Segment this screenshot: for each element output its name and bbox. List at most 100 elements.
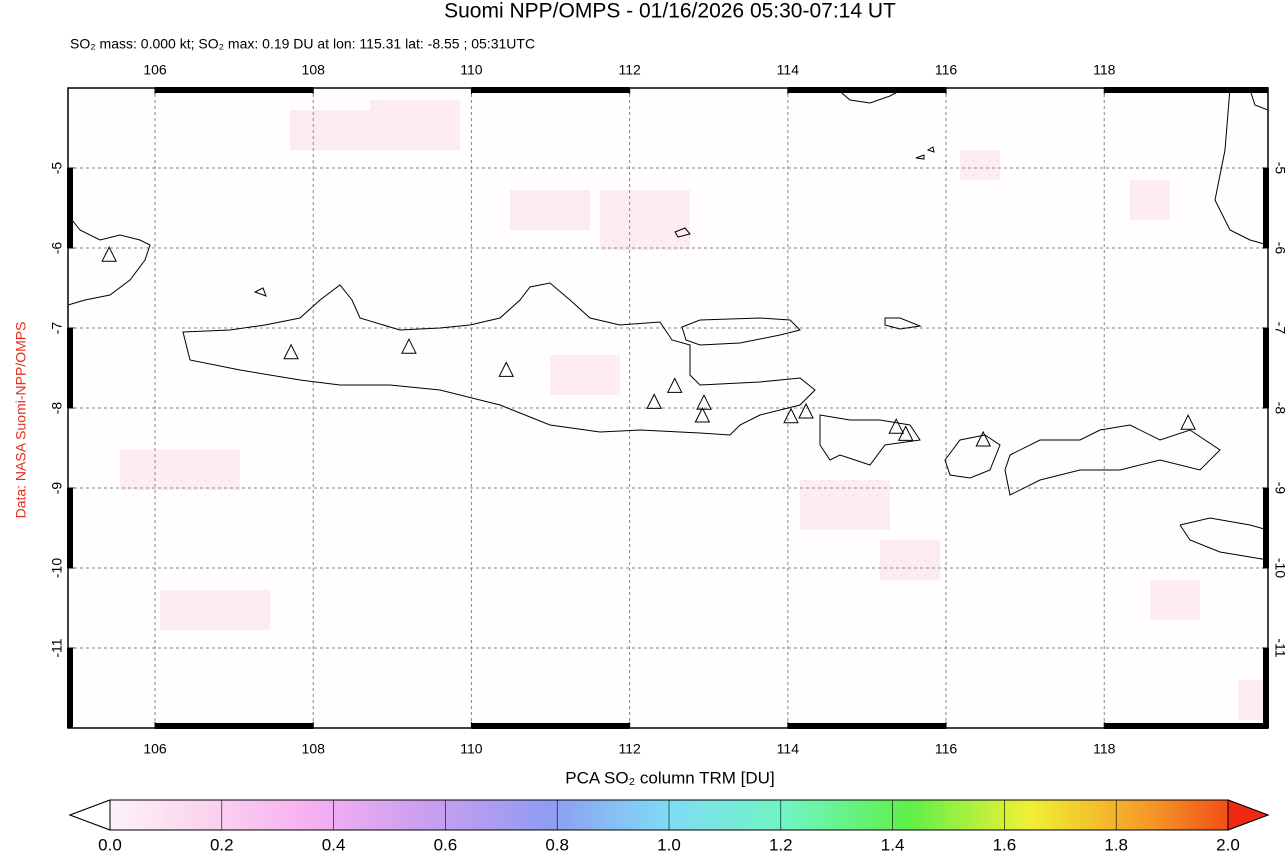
y-tick-label-right: -7 xyxy=(1272,322,1288,335)
colorbar-label: PCA SO₂ column TRM [DU] xyxy=(565,768,774,787)
coastline-bali xyxy=(819,414,921,466)
colorbar-tick-label: 1.8 xyxy=(1104,835,1128,854)
frame-band xyxy=(1263,488,1269,568)
x-tick-label-bottom: 114 xyxy=(777,741,800,757)
coastlines xyxy=(68,88,1268,561)
swath-pixel xyxy=(290,110,370,150)
y-tick-label-left: -11 xyxy=(49,638,65,657)
y-tick-label-left: -6 xyxy=(49,242,65,255)
x-tick-label-top: 114 xyxy=(777,62,800,78)
frame-band xyxy=(67,168,73,248)
swath-pixel xyxy=(370,100,460,150)
frame-band xyxy=(1263,328,1269,408)
coastline-islands xyxy=(253,146,935,330)
swath-pixel xyxy=(880,540,940,580)
volcano xyxy=(798,402,814,419)
x-tick-label-bottom: 106 xyxy=(143,741,167,757)
y-tick-label-right: -8 xyxy=(1272,402,1288,415)
frame-band xyxy=(471,87,630,93)
volcano xyxy=(283,343,299,360)
x-tick-label-bottom: 108 xyxy=(302,741,326,757)
y-tick-label-left: -10 xyxy=(49,558,65,578)
coastline-sumbawa xyxy=(1004,424,1221,496)
frame-band xyxy=(1263,648,1269,728)
colorbar-tick-label: 1.6 xyxy=(993,835,1017,854)
coastline-sulawesi xyxy=(1214,88,1268,246)
x-tick-label-bottom: 110 xyxy=(460,741,483,757)
x-tick-label-top: 108 xyxy=(302,62,326,78)
volcano xyxy=(101,246,117,262)
grid xyxy=(68,88,1268,728)
frame-band xyxy=(787,87,947,93)
y-tick-label-left: -7 xyxy=(49,322,65,335)
frame-band xyxy=(67,328,73,408)
volcano xyxy=(401,338,417,354)
volcano xyxy=(783,407,799,424)
x-tick-label-bottom: 116 xyxy=(935,741,958,757)
y-tick-label-left: -8 xyxy=(49,402,65,415)
volcano xyxy=(646,393,662,409)
colorbar-tick-label: 1.0 xyxy=(657,835,681,854)
colorbar-tick-label: 1.4 xyxy=(881,835,905,854)
y-tick-label-right: -10 xyxy=(1272,558,1288,578)
y-tick-label-right: -11 xyxy=(1272,638,1288,657)
colorbar-tick-label: 0.0 xyxy=(98,835,122,854)
colorbar-over xyxy=(1227,799,1270,831)
frame-band xyxy=(67,488,73,568)
colorbar-tick-label: 0.8 xyxy=(545,835,569,854)
colorbar-tick-label: 0.2 xyxy=(210,835,234,854)
y-tick-label-left: -5 xyxy=(49,162,65,175)
credit: Data: NASA Suomi-NPP/OMPS xyxy=(13,322,29,519)
volcano xyxy=(694,406,711,423)
swath-pixel xyxy=(960,150,1000,180)
coastline-kalimantan xyxy=(835,88,906,104)
x-tick-label-top: 118 xyxy=(1093,62,1116,78)
volcanoes xyxy=(101,246,1196,447)
volcano xyxy=(975,430,992,447)
x-tick-label-top: 112 xyxy=(618,62,641,78)
swath-pixel xyxy=(1130,180,1170,220)
frame-band xyxy=(1104,723,1268,729)
x-tick-label-bottom: 112 xyxy=(618,741,641,757)
map-border xyxy=(67,87,1269,729)
swath-pixel xyxy=(160,590,270,630)
coastline-lombok xyxy=(944,434,1001,479)
colorbar-tick-label: 2.0 xyxy=(1216,835,1240,854)
swath-pixel xyxy=(510,190,590,230)
y-tick-label-right: -5 xyxy=(1272,162,1288,175)
title: Suomi NPP/OMPS - 01/16/2026 05:30-07:14 … xyxy=(444,0,896,23)
volcano xyxy=(1180,414,1196,430)
swath-pixel xyxy=(120,450,240,490)
volcano xyxy=(498,361,515,377)
volcano xyxy=(666,377,683,393)
retrieval-swath xyxy=(120,100,1268,720)
y-tick-label-right: -9 xyxy=(1272,482,1288,495)
colorbar-tick-label: 0.4 xyxy=(322,835,346,854)
frame-band xyxy=(67,648,73,728)
swath-pixel xyxy=(1150,580,1200,620)
colorbar-tick-label: 0.6 xyxy=(434,835,458,854)
coastline-java xyxy=(182,282,816,436)
x-tick-label-top: 110 xyxy=(460,62,483,78)
map-frame xyxy=(67,87,1269,729)
frame-band xyxy=(787,723,947,729)
subtitle: SO₂ mass: 0.000 kt; SO₂ max: 0.19 DU at … xyxy=(70,36,535,52)
swath-pixel xyxy=(600,190,690,250)
y-tick-label-right: -6 xyxy=(1272,242,1288,255)
frame-band xyxy=(155,723,314,729)
x-tick-label-top: 116 xyxy=(935,62,958,78)
frame-band xyxy=(155,87,314,93)
volcano xyxy=(897,425,914,441)
x-tick-label-bottom: 118 xyxy=(1093,741,1116,757)
coastline-sumba xyxy=(1179,517,1268,561)
volcano xyxy=(696,394,712,410)
frame-band xyxy=(471,723,630,729)
coastline-madura xyxy=(681,317,801,346)
coastline-sumatra xyxy=(68,214,151,306)
colorbar-tick-label: 1.2 xyxy=(769,835,793,854)
colorbar-under xyxy=(68,799,111,831)
frame-band xyxy=(1104,87,1268,93)
colorbar-ticks: 0.0 0.2 0.4 0.6 0.8 1.0 1.2 1.4 1.6 1.8 2.0 xyxy=(98,800,1240,854)
